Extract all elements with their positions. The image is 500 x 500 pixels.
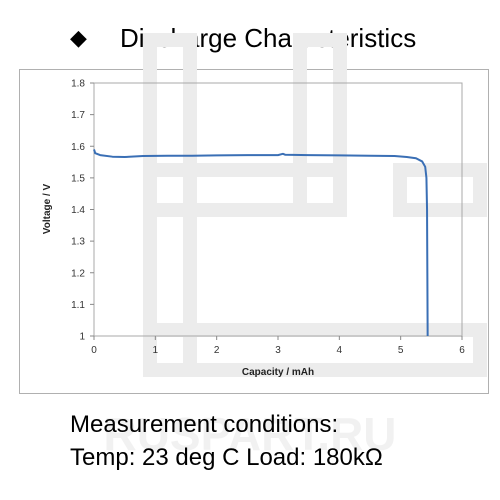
chart-frame xyxy=(19,69,489,394)
x-tick-label: 3 xyxy=(275,345,281,356)
watermark: RUSPART.RU xyxy=(103,33,487,460)
watermark-shape xyxy=(393,163,487,217)
y-tick-label: 1.8 xyxy=(71,79,85,90)
y-tick-label: 1.3 xyxy=(71,237,85,248)
y-tick-label: 1.1 xyxy=(71,300,85,311)
y-tick-label: 1.5 xyxy=(71,173,85,184)
x-tick-label: 5 xyxy=(398,345,404,356)
x-tick-label: 4 xyxy=(337,345,343,356)
discharge-series-line xyxy=(93,149,429,337)
y-axis-ticks: 1 1.1 1.2 1.3 1.4 1.5 1.6 1.7 1.8 xyxy=(71,79,94,343)
series-layer xyxy=(93,149,429,337)
y-tick-label: 1.6 xyxy=(71,142,85,153)
diamond-bullet-icon: ◆ xyxy=(70,25,87,50)
watermark-text: RUSPART.RU xyxy=(103,408,396,460)
watermark-shape xyxy=(293,33,347,217)
x-tick-label: 0 xyxy=(91,345,97,356)
conditions-heading: Measurement conditions: xyxy=(70,411,339,438)
y-axis-label: Voltage / V xyxy=(42,183,53,234)
y-tick-label: 1.4 xyxy=(71,205,85,216)
y-tick-label: 1 xyxy=(79,332,85,343)
y-tick-label: 1.2 xyxy=(71,268,85,279)
watermark-shape xyxy=(143,323,487,377)
x-tick-label: 6 xyxy=(459,345,465,356)
x-tick-label: 2 xyxy=(214,345,220,356)
x-axis-label: Capacity / mAh xyxy=(242,367,314,378)
conditions-detail: Temp: 23 deg C Load: 180kΩ xyxy=(70,444,383,471)
y-tick-label: 1.7 xyxy=(71,110,85,121)
x-axis-ticks: 0 1 2 3 4 5 6 xyxy=(91,336,465,356)
x-tick-label: 1 xyxy=(153,345,159,356)
